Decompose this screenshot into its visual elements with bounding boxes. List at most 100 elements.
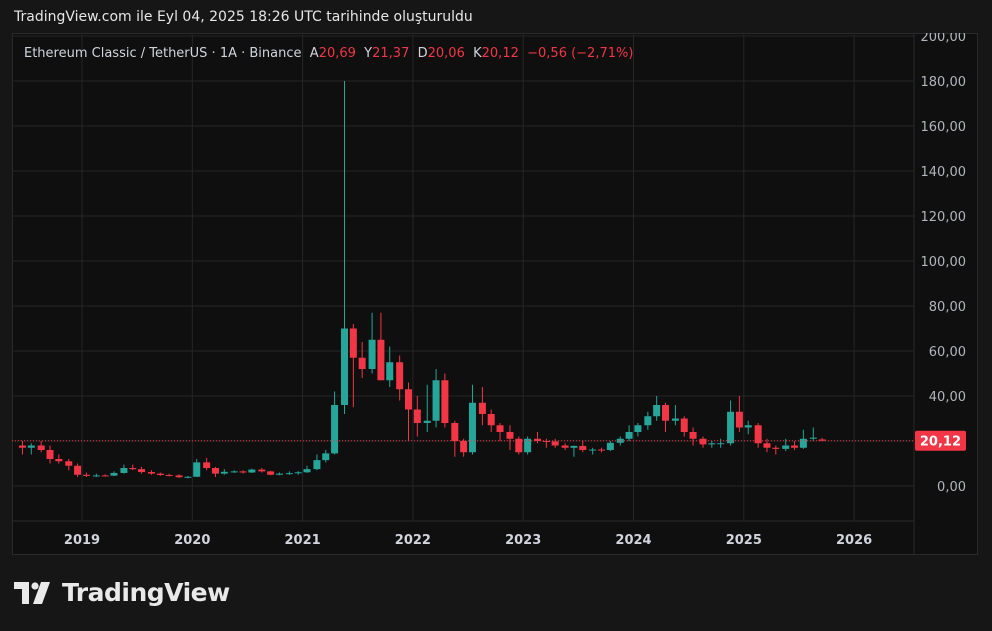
candle-down[interactable] (579, 445, 587, 450)
candle-down[interactable] (396, 362, 404, 390)
candle-down[interactable] (65, 461, 73, 466)
candle-up[interactable] (432, 380, 440, 421)
candle-up[interactable] (570, 445, 578, 448)
candle-down[interactable] (46, 450, 54, 459)
candle-down[interactable] (74, 465, 82, 475)
x-tick-label: 2024 (615, 533, 651, 548)
candle-up[interactable] (644, 416, 652, 426)
candle-down[interactable] (561, 445, 569, 448)
candle-up[interactable] (220, 471, 228, 474)
y-tick-label: 40,00 (929, 390, 966, 405)
chart-caption: TradingView.com ile Eyl 04, 2025 18:26 U… (14, 9, 473, 25)
candle-down[interactable] (451, 423, 459, 441)
candle-down[interactable] (358, 357, 366, 369)
candle-down[interactable] (478, 402, 486, 414)
candle-down[interactable] (203, 462, 211, 468)
candle-up[interactable] (92, 475, 100, 477)
candle-up[interactable] (331, 405, 339, 454)
candle-up[interactable] (744, 425, 752, 428)
candle-down[interactable] (175, 475, 183, 478)
candle-down[interactable] (818, 439, 826, 441)
candle-up[interactable] (285, 473, 293, 475)
candle-up[interactable] (294, 472, 302, 474)
candle-up[interactable] (230, 471, 238, 473)
candle-down[interactable] (404, 389, 412, 410)
candle-down[interactable] (496, 425, 504, 432)
candle-down[interactable] (754, 425, 762, 444)
chart-panel[interactable] (12, 33, 978, 555)
candle-up[interactable] (727, 411, 735, 444)
candle-down[interactable] (138, 469, 146, 473)
x-tick-label: 2025 (726, 533, 762, 548)
candle-up[interactable] (653, 405, 661, 417)
candlestick-chart[interactable]: 0,0020,0040,0060,0080,00100,00120,00140,… (12, 33, 978, 555)
candle-up[interactable] (589, 449, 597, 451)
candle-down[interactable] (598, 449, 606, 451)
candle-up[interactable] (468, 402, 476, 453)
candle-up[interactable] (110, 472, 118, 476)
candle-down[interactable] (267, 471, 275, 475)
candle-up[interactable] (322, 453, 330, 461)
candle-up[interactable] (341, 328, 349, 406)
candle-down[interactable] (441, 380, 449, 423)
candle-up[interactable] (27, 445, 35, 448)
candle-up[interactable] (634, 425, 642, 432)
candle-up[interactable] (184, 476, 192, 478)
candle-down[interactable] (551, 441, 559, 446)
candle-down[interactable] (239, 471, 247, 473)
candle-up[interactable] (799, 438, 807, 448)
candle-up[interactable] (368, 339, 376, 369)
candle-down[interactable] (349, 328, 357, 358)
high-label: Y (364, 46, 373, 61)
candle-up[interactable] (248, 469, 256, 473)
candle-down[interactable] (735, 411, 743, 428)
y-tick-label: 100,00 (921, 255, 967, 270)
candle-down[interactable] (772, 447, 780, 449)
candle-down[interactable] (37, 445, 45, 451)
candle-up[interactable] (616, 438, 624, 443)
candle-up[interactable] (809, 437, 817, 439)
candle-up[interactable] (708, 443, 716, 445)
candle-down[interactable] (129, 468, 137, 470)
candle-up[interactable] (120, 468, 128, 473)
candle-down[interactable] (82, 474, 90, 476)
candle-up[interactable] (625, 432, 633, 439)
candle-down[interactable] (156, 473, 164, 475)
candle-down[interactable] (699, 438, 707, 445)
tradingview-brand[interactable]: TradingView (14, 578, 230, 607)
candle-down[interactable] (689, 432, 697, 439)
candle-up[interactable] (313, 460, 321, 470)
candle-down[interactable] (661, 405, 669, 421)
candle-down[interactable] (506, 432, 514, 439)
candle-up[interactable] (606, 442, 614, 450)
candle-up[interactable] (193, 462, 201, 477)
candle-down[interactable] (534, 438, 542, 441)
candle-down[interactable] (487, 414, 495, 426)
candle-down[interactable] (211, 468, 219, 474)
candle-up[interactable] (386, 362, 394, 381)
candle-up[interactable] (303, 469, 311, 473)
symbol-name[interactable]: Ethereum Classic / TetherUS · 1A · Binan… (24, 46, 302, 61)
candle-down[interactable] (413, 409, 421, 424)
candle-down[interactable] (101, 475, 109, 477)
candle-down[interactable] (515, 438, 523, 453)
candle-down[interactable] (165, 474, 173, 476)
candle-down[interactable] (680, 418, 688, 433)
candle-up[interactable] (782, 445, 790, 449)
candle-down[interactable] (763, 443, 771, 448)
candle-up[interactable] (275, 473, 283, 475)
candle-up[interactable] (717, 443, 725, 445)
candle-down[interactable] (18, 445, 26, 448)
candle-down[interactable] (542, 441, 550, 442)
candle-down[interactable] (791, 445, 799, 448)
candle-down[interactable] (460, 441, 468, 453)
candle-up[interactable] (524, 438, 532, 453)
x-tick-label: 2019 (64, 533, 100, 548)
candle-down[interactable] (147, 472, 155, 474)
candle-down[interactable] (55, 459, 63, 462)
candle-up[interactable] (671, 418, 679, 421)
candle-up[interactable] (423, 420, 431, 423)
candle-down[interactable] (258, 469, 266, 472)
candle-down[interactable] (377, 339, 385, 381)
x-tick-label: 2023 (505, 533, 541, 548)
